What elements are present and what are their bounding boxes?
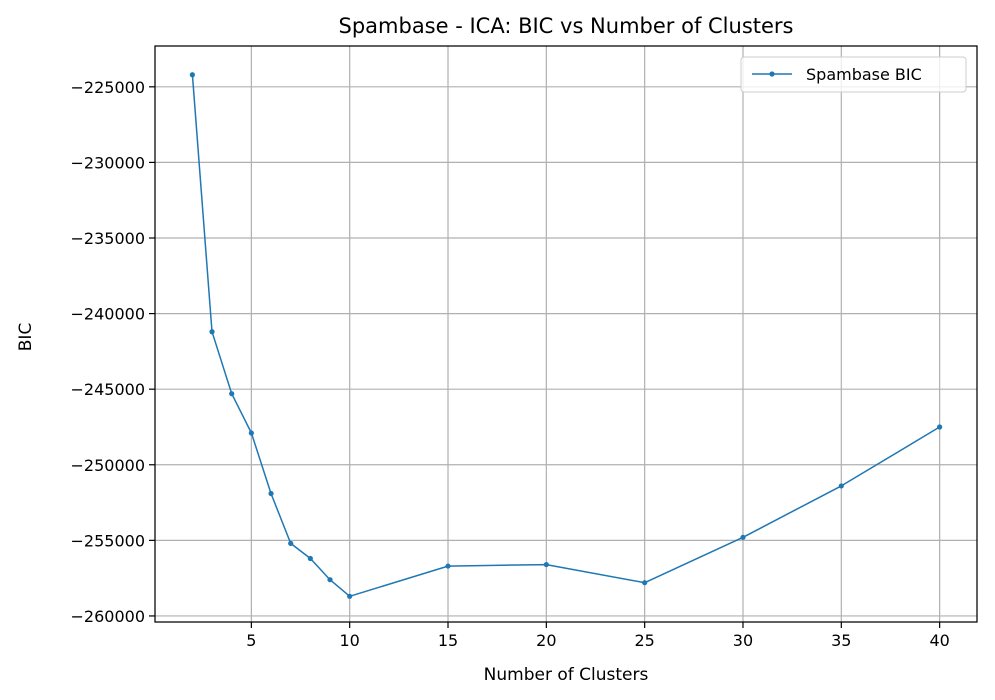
y-tick-label: −250000 — [71, 456, 145, 475]
data-point — [327, 577, 333, 583]
data-point — [838, 483, 844, 489]
y-tick-label: −245000 — [71, 380, 145, 399]
data-point — [307, 555, 313, 562]
data-point — [229, 391, 235, 397]
y-tick-label: −230000 — [71, 153, 145, 172]
legend: Spambase BIC — [740, 56, 967, 93]
tick-layer: 5 10 15 20 25 30 35 40 −225000 −230000 −235000 −240… — [71, 78, 950, 650]
y-tick-label: −260000 — [71, 607, 145, 626]
data-point — [445, 563, 451, 569]
data-point — [209, 329, 215, 335]
x-tick-label: 25 — [634, 631, 654, 650]
series-layer — [189, 72, 943, 599]
y-axis-label: BIC — [16, 323, 36, 352]
y-tick-label: −235000 — [71, 229, 145, 248]
data-point — [543, 561, 549, 568]
data-point — [248, 430, 254, 436]
legend-entry-label: Spambase BIC — [806, 65, 922, 84]
y-tick-label: −255000 — [71, 531, 145, 550]
grid-lines — [155, 46, 977, 622]
x-tick-label: 5 — [246, 631, 256, 650]
data-point — [347, 593, 353, 599]
x-axis-label: Number of Clusters — [484, 665, 649, 685]
data-point — [288, 540, 294, 546]
x-tick-label: 10 — [340, 631, 360, 650]
x-tick-label: 40 — [929, 631, 949, 650]
data-point — [189, 72, 195, 78]
data-point — [268, 490, 274, 497]
chart-title: Spambase - ICA: BIC vs Number of Cluster… — [339, 14, 794, 38]
x-tick-label: 20 — [536, 631, 556, 650]
data-point — [740, 534, 746, 540]
legend-marker-swatch — [769, 71, 775, 77]
x-tick-label: 35 — [831, 631, 851, 650]
x-tick-label: 30 — [733, 631, 753, 650]
data-point — [937, 424, 943, 430]
x-tick-label: 15 — [438, 631, 458, 650]
axes-frame — [154, 45, 978, 623]
data-point — [642, 580, 648, 586]
y-tick-label: −240000 — [71, 305, 145, 324]
y-tick-label: −225000 — [71, 78, 145, 97]
legend-box — [740, 56, 967, 93]
